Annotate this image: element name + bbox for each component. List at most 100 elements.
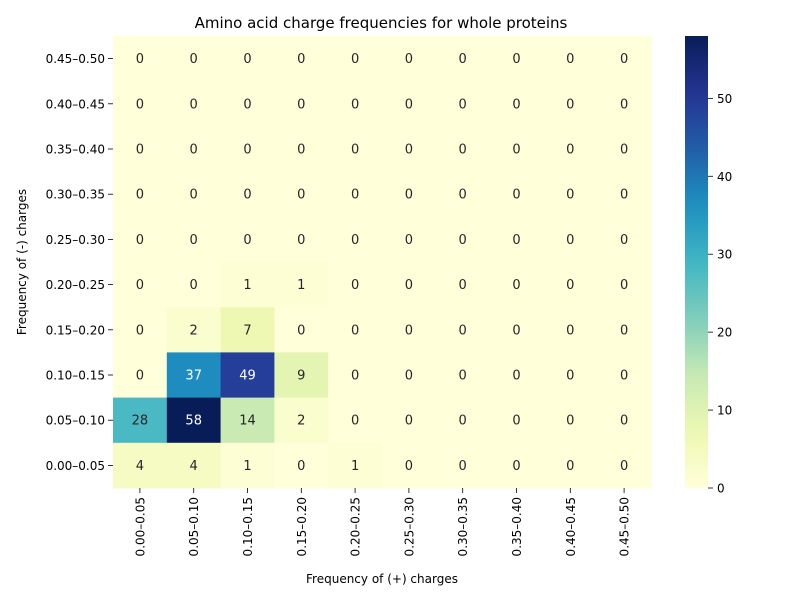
heatmap-cell bbox=[597, 442, 652, 489]
cell-value-label: 0 bbox=[190, 52, 198, 67]
cell-value-label: 0 bbox=[351, 323, 359, 338]
heatmap-cell bbox=[328, 397, 383, 444]
cell-value-label: 0 bbox=[190, 188, 198, 203]
heatmap-cell bbox=[274, 171, 329, 218]
cell-value-label: 0 bbox=[620, 459, 628, 474]
heatmap-cell bbox=[220, 36, 275, 82]
cell-value-label: 0 bbox=[405, 97, 413, 112]
colorbar-tick-label: 20 bbox=[717, 326, 732, 340]
cell-value-label: 0 bbox=[297, 233, 305, 248]
x-tick-label: 0.40–0.45 bbox=[564, 497, 578, 556]
y-tick-label: 0.05–0.10 bbox=[46, 414, 105, 428]
cell-value-label: 0 bbox=[620, 323, 628, 338]
heatmap-cell bbox=[113, 397, 168, 444]
heatmap-cell bbox=[113, 81, 168, 127]
cell-value-label: 0 bbox=[297, 97, 305, 112]
heatmap-cell bbox=[113, 126, 168, 173]
heatmap-cell bbox=[543, 81, 598, 127]
heatmap-cell bbox=[220, 352, 275, 399]
heatmap-cell bbox=[435, 126, 491, 173]
cell-value-label: 0 bbox=[351, 188, 359, 203]
cell-value-label: 0 bbox=[620, 52, 628, 67]
cell-value-label: 0 bbox=[243, 52, 251, 67]
heatmap-cell bbox=[382, 36, 437, 82]
cell-value-label: 0 bbox=[566, 323, 574, 338]
heatmap-cell bbox=[382, 216, 437, 263]
heatmap-cell bbox=[543, 36, 598, 82]
heatmap-cell bbox=[489, 307, 544, 353]
heatmap-cell bbox=[274, 442, 329, 489]
cell-value-label: 1 bbox=[243, 278, 251, 293]
heatmap-cell bbox=[166, 171, 222, 218]
cell-value-label: 0 bbox=[351, 414, 359, 429]
cell-value-label: 0 bbox=[136, 97, 144, 112]
cell-value-label: 0 bbox=[459, 323, 467, 338]
heatmap-cell bbox=[166, 442, 222, 489]
cell-value-label: 0 bbox=[512, 52, 520, 67]
heatmap-cell bbox=[113, 307, 168, 353]
heatmap-cell bbox=[543, 262, 598, 308]
colorbar-tick-label: 0 bbox=[717, 482, 725, 496]
heatmap-cell bbox=[543, 442, 598, 489]
heatmap-cell bbox=[382, 126, 437, 173]
heatmap-cell bbox=[489, 36, 544, 82]
cell-value-label: 0 bbox=[459, 97, 467, 112]
cell-value-label: 28 bbox=[132, 414, 149, 429]
cell-value-label: 0 bbox=[136, 369, 144, 384]
colorbar-tick-label: 10 bbox=[717, 404, 732, 418]
cell-value-label: 0 bbox=[512, 188, 520, 203]
cell-value-label: 0 bbox=[351, 97, 359, 112]
heatmap-cell bbox=[435, 397, 491, 444]
cell-value-label: 0 bbox=[459, 188, 467, 203]
cell-value-label: 0 bbox=[190, 143, 198, 158]
cell-value-label: 0 bbox=[512, 323, 520, 338]
y-tick-label: 0.10–0.15 bbox=[46, 369, 105, 383]
heatmap-cell bbox=[597, 216, 652, 263]
cell-value-label: 0 bbox=[297, 188, 305, 203]
heatmap-cell bbox=[489, 171, 544, 218]
y-tick-label: 0.20–0.25 bbox=[46, 278, 105, 292]
cell-value-label: 0 bbox=[512, 459, 520, 474]
cell-value-label: 0 bbox=[405, 459, 413, 474]
cell-value-label: 0 bbox=[459, 143, 467, 158]
cell-value-label: 0 bbox=[459, 459, 467, 474]
cell-value-label: 4 bbox=[190, 459, 198, 474]
heatmap-cell bbox=[220, 171, 275, 218]
cell-value-label: 0 bbox=[136, 233, 144, 248]
heatmap-cell bbox=[489, 81, 544, 127]
heatmap-cell bbox=[113, 36, 168, 82]
colorbar bbox=[685, 36, 708, 488]
x-tick-label: 0.10–0.15 bbox=[241, 497, 255, 556]
cell-value-label: 0 bbox=[566, 278, 574, 293]
heatmap-cell bbox=[543, 216, 598, 263]
cell-value-label: 0 bbox=[351, 52, 359, 67]
y-tick-label: 0.40–0.45 bbox=[46, 97, 105, 111]
heatmap-cell bbox=[274, 216, 329, 263]
cell-value-label: 0 bbox=[512, 233, 520, 248]
cell-value-label: 0 bbox=[512, 278, 520, 293]
heatmap-cell bbox=[166, 307, 222, 353]
x-tick-label: 0.30–0.35 bbox=[456, 497, 470, 556]
cell-value-label: 0 bbox=[566, 188, 574, 203]
heatmap-cell bbox=[382, 171, 437, 218]
heatmap-cell bbox=[489, 262, 544, 308]
heatmap-cell bbox=[274, 126, 329, 173]
cell-value-label: 0 bbox=[136, 278, 144, 293]
x-tick-label: 0.00–0.05 bbox=[133, 497, 147, 556]
heatmap-cell bbox=[220, 262, 275, 308]
cell-value-label: 0 bbox=[459, 52, 467, 67]
cell-value-label: 0 bbox=[405, 323, 413, 338]
heatmap-cell bbox=[435, 307, 491, 353]
cell-value-label: 2 bbox=[297, 414, 305, 429]
cell-value-label: 0 bbox=[459, 369, 467, 384]
heatmap-cell bbox=[543, 171, 598, 218]
heatmap-cell bbox=[113, 442, 168, 489]
colorbar-ticks: 0 10 20 30 40 50 bbox=[708, 92, 732, 496]
heatmap-cell bbox=[382, 442, 437, 489]
cell-value-label: 0 bbox=[190, 233, 198, 248]
colorbar-tick-label: 50 bbox=[717, 92, 732, 106]
heatmap-cell bbox=[435, 216, 491, 263]
cell-value-label: 0 bbox=[566, 52, 574, 67]
cell-value-label: 0 bbox=[405, 143, 413, 158]
cell-value-label: 1 bbox=[243, 459, 251, 474]
